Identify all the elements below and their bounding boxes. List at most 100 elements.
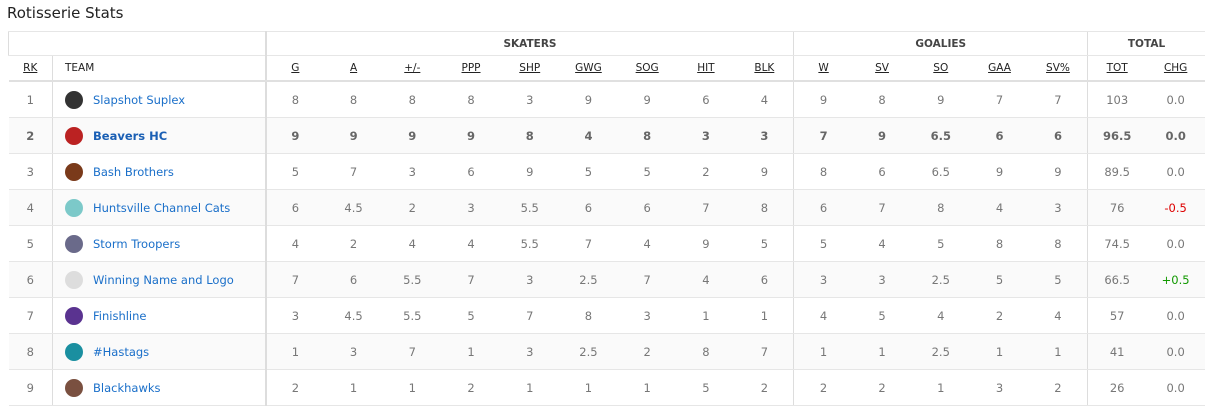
total-points: 26 — [1087, 369, 1147, 406]
stat-sog: 6 — [617, 189, 677, 226]
sort-hit[interactable]: HIT — [676, 55, 736, 82]
rank: 8 — [8, 333, 53, 370]
team-link[interactable]: #Hastags — [93, 344, 150, 359]
total-points: 41 — [1087, 333, 1147, 370]
sort-a[interactable]: A — [324, 55, 383, 82]
team-link[interactable]: Finishline — [93, 308, 147, 323]
team-link[interactable]: Storm Troopers — [93, 236, 181, 251]
stat-ppp: 7 — [441, 261, 501, 298]
stat-+/-: 7 — [382, 333, 442, 370]
stat-sv: 6 — [852, 153, 912, 190]
stat-ppp: 6 — [441, 153, 501, 190]
table-row: 8 #Hastags 1 3 7 1 3 2.5 2 8 7 1 1 2.5 1 1 41 0.0 — [8, 333, 1205, 370]
stat-sog: 7 — [617, 261, 677, 298]
rank: 1 — [8, 81, 53, 118]
team-link[interactable]: Huntsville Channel Cats — [93, 200, 231, 215]
stat-so: 6.5 — [911, 117, 971, 154]
team-link[interactable]: Winning Name and Logo — [93, 272, 234, 287]
stat-shp: 9 — [500, 153, 560, 190]
stat-a: 7 — [324, 153, 383, 190]
sort-rk[interactable]: RK — [8, 55, 53, 82]
stat-gaa: 6 — [970, 117, 1029, 154]
stat-gwg: 5 — [559, 153, 618, 190]
team-cell: Blackhawks — [52, 369, 266, 406]
sort-w[interactable]: W — [793, 55, 853, 82]
stat-ppp: 2 — [441, 369, 501, 406]
stat-sv%: 9 — [1028, 153, 1088, 190]
stat-gwg: 9 — [559, 81, 618, 118]
stat-ppp: 3 — [441, 189, 501, 226]
sort-sv%[interactable]: SV% — [1028, 55, 1088, 82]
rank: 6 — [8, 261, 53, 298]
stat-sog: 2 — [617, 333, 677, 370]
change: -0.5 — [1146, 189, 1205, 226]
stat-+/-: 1 — [382, 369, 442, 406]
stat-g: 7 — [264, 261, 325, 298]
stat-a: 8 — [324, 81, 383, 118]
stat-ppp: 5 — [441, 297, 501, 334]
stat-shp: 5.5 — [500, 189, 560, 226]
sort-tot[interactable]: TOT — [1087, 55, 1147, 82]
rank: 2 — [8, 117, 53, 154]
stat-w: 4 — [793, 297, 853, 334]
sort-gaa[interactable]: GAA — [970, 55, 1029, 82]
stat-so: 6.5 — [911, 153, 971, 190]
stat-+/-: 5.5 — [382, 297, 442, 334]
sort-so[interactable]: SO — [911, 55, 971, 82]
sort-shp[interactable]: SHP — [500, 55, 560, 82]
team-link[interactable]: Bash Brothers — [93, 164, 174, 179]
stat-g: 8 — [264, 81, 325, 118]
stat-sv: 5 — [852, 297, 912, 334]
sort-blk[interactable]: BLK — [735, 55, 794, 82]
stat-shp: 7 — [500, 297, 560, 334]
team-link[interactable]: Blackhawks — [93, 380, 161, 395]
stat-gwg: 4 — [559, 117, 618, 154]
stat-sog: 3 — [617, 297, 677, 334]
stat-hit: 1 — [676, 297, 736, 334]
team-logo-icon — [65, 198, 83, 217]
stat-w: 6 — [793, 189, 853, 226]
sort-sv[interactable]: SV — [852, 55, 912, 82]
team-link[interactable]: Slapshot Suplex — [93, 92, 186, 107]
group-total: TOTAL — [1087, 31, 1205, 56]
change: 0.0 — [1146, 297, 1205, 334]
stat-sv%: 6 — [1028, 117, 1088, 154]
sort-gwg[interactable]: GWG — [559, 55, 618, 82]
stat-g: 6 — [264, 189, 325, 226]
stat-hit: 3 — [676, 117, 736, 154]
stat-gwg: 2.5 — [559, 261, 618, 298]
team-logo-icon — [65, 342, 83, 361]
total-points: 96.5 — [1087, 117, 1147, 154]
sort-sog[interactable]: SOG — [617, 55, 677, 82]
team-cell: Winning Name and Logo — [52, 261, 266, 298]
change: 0.0 — [1146, 333, 1205, 370]
stat-sog: 4 — [617, 225, 677, 262]
stat-w: 8 — [793, 153, 853, 190]
stat-w: 3 — [793, 261, 853, 298]
stat-blk: 8 — [735, 189, 794, 226]
rank: 3 — [8, 153, 53, 190]
team-cell: #Hastags — [52, 333, 266, 370]
stat-sv%: 7 — [1028, 81, 1088, 118]
stat-gwg: 2.5 — [559, 333, 618, 370]
team-link[interactable]: Beavers HC — [93, 128, 168, 143]
sort-ppp[interactable]: PPP — [441, 55, 501, 82]
stat-sv: 8 — [852, 81, 912, 118]
stat-shp: 3 — [500, 81, 560, 118]
sort-chg[interactable]: CHG — [1146, 55, 1205, 82]
stat-blk: 9 — [735, 153, 794, 190]
sort-g[interactable]: G — [264, 55, 325, 82]
stat-blk: 2 — [735, 369, 794, 406]
change: 0.0 — [1146, 225, 1205, 262]
stat-w: 7 — [793, 117, 853, 154]
team-logo-icon — [65, 378, 83, 397]
column-team: TEAM — [52, 55, 266, 82]
stat-so: 1 — [911, 369, 971, 406]
stat-gaa: 7 — [970, 81, 1029, 118]
total-points: 57 — [1087, 297, 1147, 334]
stat-gwg: 6 — [559, 189, 618, 226]
stat-sog: 1 — [617, 369, 677, 406]
stat-gwg: 8 — [559, 297, 618, 334]
stat-gaa: 1 — [970, 333, 1029, 370]
sort-+/-[interactable]: +/- — [382, 55, 442, 82]
